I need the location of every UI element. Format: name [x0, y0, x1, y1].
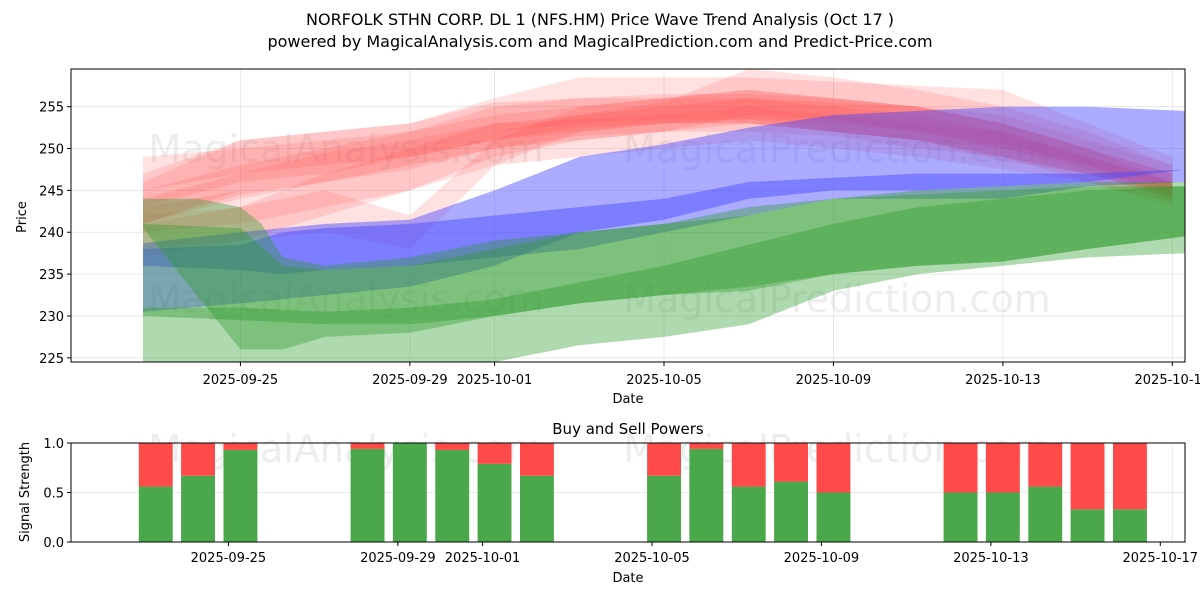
price-y-tick-label-3: 240: [39, 226, 64, 241]
chart-title: NORFOLK STHN CORP. DL 1 (NFS.HM) Price W…: [306, 10, 894, 29]
green-wave-band-12: [143, 186, 1185, 325]
blue-wave-band-8: [143, 106, 1185, 312]
price-x-ticks: 2025-09-25 2025-09-29 2025-10-01 2025-10-05…: [203, 362, 1200, 388]
price-y-tick-label-1: 230: [39, 310, 64, 325]
watermark-prediction-lower: MagicalPrediction.com: [623, 277, 1051, 321]
red-wave-band-6: [143, 94, 1173, 224]
price-x-tick-label-2: 2025-10-01: [457, 373, 533, 388]
sell-power-bar-0: [138, 443, 173, 487]
sell-power-bar-5: [435, 443, 470, 450]
sell-power-bar-3: [350, 443, 385, 449]
buy-power-bar-6: [477, 463, 512, 542]
buy-power-bar-0: [138, 486, 173, 542]
watermark-prediction-upper: MagicalPrediction.com: [623, 127, 1051, 171]
power-y-tick-label-0: 0.0: [43, 536, 64, 551]
sell-power-bar-1: [181, 443, 215, 476]
price-plot-background: [71, 69, 1185, 362]
price-y-tick-label-5: 250: [39, 143, 64, 158]
buy-power-bar-14: [985, 492, 1020, 542]
price-x-tick-label-0: 2025-09-25: [203, 373, 279, 388]
price-x-axis-label: Date: [612, 392, 643, 407]
price-y-tick-label-6: 255: [39, 101, 64, 116]
price-y-axis-label: Price: [15, 201, 30, 233]
sell-power-bar-8: [647, 443, 681, 476]
sell-power-bar-2: [223, 443, 258, 450]
power-x-tick-label-3: 2025-10-05: [614, 551, 690, 566]
sell-power-bar-14: [985, 443, 1020, 493]
price-watermarks: MagicalAnalysis.com MagicalPrediction.co…: [148, 127, 1050, 321]
power-x-tick-label-6: 2025-10-17: [1123, 551, 1199, 566]
price-x-tick-label-6: 2025-10-17: [1135, 373, 1200, 388]
buy-power-bar-16: [1070, 509, 1105, 542]
buy-power-bar-1: [181, 475, 215, 542]
green-wave-band-10: [143, 186, 1185, 362]
sell-power-bar-15: [1028, 443, 1063, 487]
power-x-tick-label-1: 2025-09-29: [360, 551, 436, 566]
buy-power-bar-12: [816, 492, 851, 542]
power-x-tick-label-0: 2025-09-25: [191, 551, 267, 566]
price-x-tick-label-3: 2025-10-05: [626, 373, 702, 388]
buy-power-bar-2: [223, 449, 258, 542]
price-x-tick-label-4: 2025-10-09: [796, 373, 872, 388]
price-y-tick-label-2: 235: [39, 268, 64, 283]
power-x-tick-label-2: 2025-10-01: [445, 551, 521, 566]
red-wave-band-5: [143, 98, 1173, 224]
power-y-tick-label-1: 0.5: [43, 487, 64, 502]
power-plot: Buy and Sell Powers MagicalAnalysis.com …: [18, 420, 1198, 586]
power-x-ticks: 2025-09-25 2025-09-29 2025-10-01 2025-10-05…: [191, 542, 1198, 566]
power-bars: [138, 443, 1147, 542]
red-wave-band-3: [143, 69, 1173, 233]
buy-power-bar-3: [350, 448, 385, 542]
red-wave-band-0: [143, 77, 1173, 208]
sell-power-bar-11: [774, 443, 808, 482]
price-y-ticks: 225 230 235 240 245 250 255: [39, 101, 71, 367]
power-y-tick-label-2: 1.0: [43, 437, 64, 452]
sell-power-bar-12: [816, 443, 851, 493]
power-x-axis-label: Date: [612, 571, 643, 586]
price-y-tick-label-0: 225: [39, 352, 64, 367]
watermark-analysis-lower: MagicalAnalysis.com: [148, 277, 543, 321]
sell-power-bar-7: [520, 443, 554, 476]
buy-power-bar-9: [689, 448, 724, 542]
price-y-tick-label-4: 245: [39, 184, 64, 199]
price-plot-frame: [70, 68, 1186, 363]
sell-power-bar-10: [731, 443, 766, 487]
chart-subtitle: powered by MagicalAnalysis.com and Magic…: [267, 32, 932, 51]
blue-wave-band-9: [143, 169, 1185, 275]
price-x-tick-label-1: 2025-09-29: [372, 373, 448, 388]
red-wave-band-4: [143, 98, 1173, 249]
buy-power-bar-17: [1113, 509, 1147, 542]
sell-power-bar-13: [943, 443, 978, 493]
buy-power-bar-8: [647, 475, 681, 542]
price-grid: [71, 69, 1185, 362]
sell-power-bar-17: [1113, 443, 1147, 510]
red-wave-band-1: [143, 89, 1173, 191]
power-y-axis-label: Signal Strength: [18, 442, 33, 542]
buy-power-bar-13: [943, 492, 978, 542]
power-plot-title: Buy and Sell Powers: [552, 420, 704, 438]
power-x-tick-label-4: 2025-10-09: [784, 551, 860, 566]
price-x-tick-label-5: 2025-10-13: [965, 373, 1041, 388]
buy-power-bar-7: [520, 475, 554, 542]
sell-power-bar-16: [1070, 443, 1105, 510]
sell-power-bar-9: [689, 443, 724, 449]
sell-power-bar-6: [477, 443, 512, 464]
buy-power-bar-4: [392, 443, 427, 542]
buy-power-bar-5: [435, 449, 470, 542]
red-wave-band-2: [143, 89, 1173, 224]
buy-power-bar-10: [731, 486, 766, 542]
power-x-tick-label-5: 2025-10-13: [953, 551, 1029, 566]
buy-power-bar-15: [1028, 486, 1063, 542]
buy-power-bar-11: [774, 481, 808, 542]
green-wave-band-11: [143, 182, 1185, 350]
price-plot: MagicalAnalysis.com MagicalPrediction.co…: [15, 68, 1200, 407]
price-bands: [143, 69, 1185, 362]
red-wave-band-7: [143, 106, 1173, 258]
watermark-analysis-upper: MagicalAnalysis.com: [148, 127, 543, 171]
power-y-ticks: 0.0 0.5 1.0: [43, 437, 71, 551]
